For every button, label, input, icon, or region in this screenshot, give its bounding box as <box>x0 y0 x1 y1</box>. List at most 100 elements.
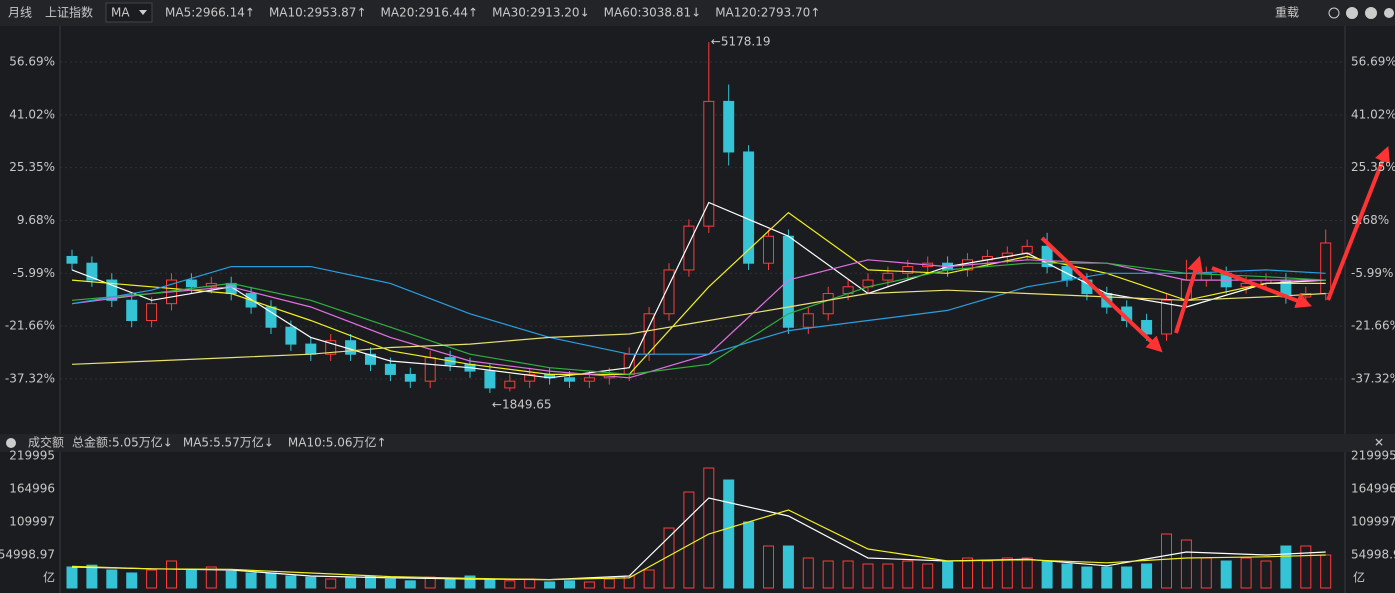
candle-body <box>285 326 297 345</box>
volume-total: 总金额:5.05万亿 <box>72 435 163 450</box>
candle-body <box>743 151 755 264</box>
candle-body <box>663 269 675 315</box>
volume-bar <box>842 560 854 589</box>
volume-bar <box>962 557 973 589</box>
volume-bar <box>1141 563 1153 589</box>
legend-trend: ↑ <box>245 6 255 20</box>
ma-line <box>71 509 1326 581</box>
candle-body <box>305 343 317 355</box>
volume-header <box>0 434 1395 452</box>
unit-label: 亿 <box>43 570 55 585</box>
y-tick-label-right: -21.66% <box>1351 319 1395 333</box>
zoom-out-icon[interactable] <box>1365 7 1377 19</box>
indicator[interactable]: MA <box>111 6 130 20</box>
y-tick-label-right: 109997 <box>1351 515 1395 529</box>
volume-bar <box>683 491 695 589</box>
volume-bar <box>1161 533 1172 589</box>
volume-bar <box>1220 560 1232 589</box>
volume-total-trend: ↓ <box>163 436 173 450</box>
legend-entry: MA10:5.06万亿 <box>288 435 377 450</box>
candle-body <box>424 357 436 382</box>
y-tick-label: -21.66% <box>5 319 55 333</box>
volume-bar <box>146 569 158 589</box>
volume-bar <box>1240 557 1252 589</box>
dropdown-caret[interactable] <box>139 10 147 15</box>
volume-bar <box>782 545 794 589</box>
y-tick-label-right: 54998.97 <box>1351 548 1395 562</box>
volume-bar <box>564 580 575 589</box>
volume-bar <box>66 566 78 589</box>
settings-icon[interactable] <box>1384 8 1394 18</box>
volume-bar <box>305 576 317 589</box>
toolbar <box>0 0 1395 26</box>
legend-entry: MA120:2793.70 <box>715 6 810 20</box>
candle-body <box>345 340 357 355</box>
volume-bar <box>285 575 297 589</box>
volume-bar <box>245 572 257 589</box>
volume-bar <box>603 578 615 589</box>
volume-bar <box>882 563 894 589</box>
candle-body <box>723 100 735 153</box>
candle-body <box>583 377 595 382</box>
legend-trend: ↓ <box>580 6 590 20</box>
volume-bar <box>404 580 416 589</box>
legend-trend: ↑ <box>356 6 366 20</box>
period[interactable]: 月线 <box>8 6 32 20</box>
y-tick-label: 41.02% <box>9 107 55 121</box>
volume-bar <box>1001 557 1013 589</box>
volume-bar <box>1280 545 1292 589</box>
drawn-arrow <box>1040 236 1163 353</box>
volume-bar <box>981 560 993 589</box>
volume-bar <box>1180 539 1192 589</box>
volume-title: 成交额 <box>28 435 64 450</box>
legend-trend: ↑ <box>810 6 820 20</box>
legend-trend: ↑ <box>376 436 386 450</box>
candle-body <box>564 377 575 382</box>
volume-bar <box>902 560 914 589</box>
volume-bar <box>86 564 98 589</box>
volume-bar <box>524 578 536 589</box>
undo-icon[interactable] <box>1328 7 1340 19</box>
candle-body <box>1021 245 1033 254</box>
collapse-icon[interactable] <box>6 438 16 448</box>
volume-bar <box>942 560 954 589</box>
volume-bar <box>1200 557 1212 589</box>
volume-bar <box>444 578 456 589</box>
ma-line <box>71 211 1326 375</box>
volume-bar <box>922 563 934 589</box>
ma-line <box>71 289 1326 365</box>
candle-body <box>1041 245 1053 268</box>
volume-bar <box>643 569 655 589</box>
max-label: ←5178.19 <box>711 35 771 49</box>
zoom-in-icon[interactable] <box>1346 7 1358 19</box>
volume-bar <box>763 545 774 589</box>
ma-line <box>71 201 1326 379</box>
volume-bar <box>862 563 874 589</box>
candle-body <box>384 363 396 375</box>
volume-bar <box>802 557 814 589</box>
volume-bar <box>703 467 715 589</box>
volume-bar <box>1260 560 1272 589</box>
y-tick-label: 54998.97 <box>0 548 55 562</box>
candle-body <box>1161 299 1172 335</box>
candle-body <box>86 262 98 281</box>
close-icon[interactable]: ✕ <box>1374 436 1384 450</box>
candle-body <box>524 373 536 382</box>
volume-bar <box>1041 560 1053 589</box>
y-tick-label: 164996 <box>9 482 55 496</box>
y-tick-label-right: 9.68% <box>1351 213 1389 227</box>
volume-bar <box>484 578 496 589</box>
volume-bar <box>265 572 277 589</box>
candle-body <box>325 340 337 355</box>
volume-bar <box>1101 566 1113 589</box>
symbol[interactable]: 上证指数 <box>45 5 93 20</box>
indicator-select[interactable] <box>105 2 153 23</box>
legend-entry: MA20:2916.44 <box>381 6 469 20</box>
y-tick-label-right: 164996 <box>1351 482 1395 496</box>
legend-entry: MA30:2913.20 <box>492 6 580 20</box>
y-tick-label: -37.32% <box>5 371 55 385</box>
y-tick-label: 109997 <box>9 515 55 529</box>
reload[interactable]: 重载 <box>1275 6 1299 20</box>
y-tick-label-right: 219995 <box>1351 449 1395 463</box>
volume-bar <box>166 560 177 589</box>
